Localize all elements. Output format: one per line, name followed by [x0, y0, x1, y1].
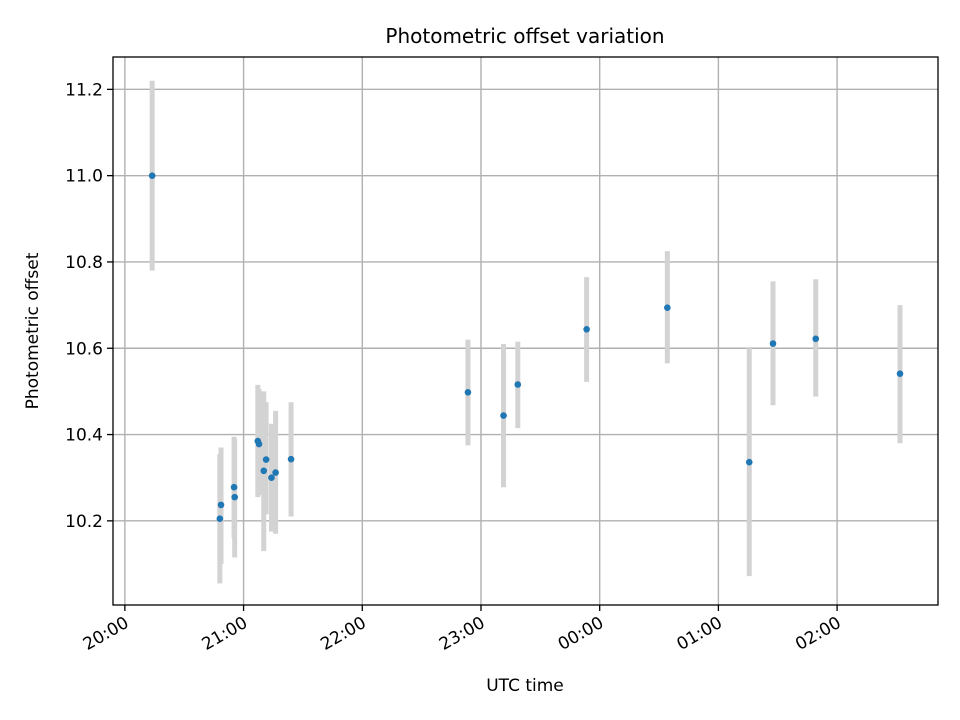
data-point: [260, 467, 268, 475]
y-axis: 10.2 10.4 10.6 10.8 11.0 11.2: [65, 80, 113, 532]
data-point: [217, 501, 225, 509]
plot-frame: [112, 56, 939, 606]
y-axis-label: Photometric offset: [23, 252, 43, 409]
data-point: [231, 493, 238, 501]
data-point: [216, 515, 224, 523]
y-tick-label: 10.4: [65, 426, 103, 446]
data-point: [262, 456, 270, 463]
chart-title: Photometric offset variation: [385, 24, 664, 48]
y-tick-label: 10.6: [65, 339, 103, 359]
data-point: [268, 474, 275, 482]
grid: [113, 57, 938, 605]
data-point: [255, 440, 263, 448]
data-point: [500, 412, 507, 419]
data-point: [272, 469, 279, 476]
data-point: [230, 483, 238, 491]
data-point: [583, 325, 590, 333]
y-tick-label: 11.2: [65, 80, 103, 100]
y-tick-label: 11.0: [65, 167, 103, 187]
data-point: [769, 340, 777, 347]
y-tick-label: 10.2: [65, 512, 103, 532]
data-point: [464, 388, 472, 396]
y-tick-label: 10.8: [65, 253, 103, 273]
data-point: [664, 304, 671, 311]
data-point: [514, 381, 522, 388]
x-axis-label: UTC time: [486, 676, 564, 696]
data-point: [812, 335, 820, 343]
data-point: [896, 370, 904, 378]
data-point: [148, 172, 156, 179]
data-point: [287, 455, 295, 463]
data-point: [745, 458, 753, 466]
data-points: [148, 172, 904, 523]
